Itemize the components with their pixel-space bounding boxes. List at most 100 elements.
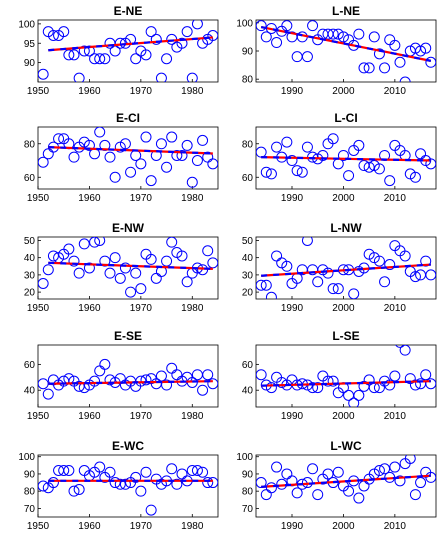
trend-line-dashed (261, 156, 431, 162)
data-point (317, 149, 329, 161)
data-point (394, 475, 406, 487)
panel-title: L-NE (332, 4, 360, 18)
data-layer (256, 237, 436, 299)
data-point (276, 376, 288, 388)
y-tick-label: 30 (24, 270, 36, 281)
data-point (399, 250, 411, 262)
y-tick-label: 80 (242, 75, 254, 86)
plot-frame (37, 454, 219, 518)
data-point (425, 158, 436, 170)
data-point (186, 72, 198, 82)
data-point (145, 253, 157, 265)
data-point (363, 161, 375, 173)
data-point (265, 291, 277, 299)
data-point (155, 138, 167, 150)
data-point (99, 53, 111, 65)
data-point (202, 477, 214, 489)
data-point (291, 165, 303, 177)
x-tick-label: 1970 (130, 411, 153, 422)
data-point (353, 389, 365, 401)
data-point (191, 155, 203, 167)
data-point (202, 245, 214, 257)
x-tick-label: 2000 (332, 86, 355, 97)
y-tick-label: 40 (24, 386, 36, 397)
x-tick-label: 1950 (27, 411, 50, 422)
data-point (191, 465, 203, 476)
y-tick-label: 50 (242, 236, 254, 247)
data-point (119, 262, 131, 274)
data-point (145, 175, 157, 187)
panel-title: E-NW (112, 221, 145, 235)
data-point (409, 489, 421, 501)
data-point (301, 141, 313, 153)
data-point (343, 485, 355, 497)
x-tick-label: 2000 (332, 411, 355, 422)
data-point (176, 250, 188, 262)
data-layer (38, 358, 218, 400)
data-point (399, 345, 411, 356)
data-point (197, 466, 209, 478)
data-point (312, 276, 324, 288)
data-point (58, 465, 70, 476)
data-point (38, 278, 49, 289)
x-tick-label: 1980 (181, 86, 204, 97)
x-tick-label: 1970 (130, 303, 153, 314)
data-point (420, 42, 432, 54)
plot-frame (37, 19, 219, 83)
data-point (256, 369, 267, 381)
x-tick-label: 1980 (181, 193, 204, 204)
trend-line-dashed (261, 474, 431, 488)
data-point (47, 250, 59, 262)
y-tick-label: 100 (18, 19, 35, 30)
x-tick-label: 2010 (384, 303, 407, 314)
plot-frame (37, 344, 219, 408)
data-point (171, 478, 183, 490)
y-tick-label: 80 (24, 487, 36, 498)
data-point (114, 272, 126, 284)
data-point (409, 171, 421, 183)
y-tick-label: 90 (24, 469, 36, 480)
data-point (420, 255, 432, 267)
data-point (389, 39, 401, 51)
data-point (135, 158, 147, 170)
y-tick-label: 100 (236, 452, 253, 463)
panel-e-ne: E-NE 1950 1960 1970 1980 90 95 100 (18, 4, 219, 97)
data-point (73, 267, 85, 279)
data-point (343, 170, 355, 182)
data-point (68, 485, 80, 497)
data-point (94, 461, 106, 473)
data-point (415, 45, 427, 57)
data-point (161, 53, 173, 65)
data-point (379, 276, 391, 288)
x-tick-label: 1960 (78, 86, 101, 97)
data-point (379, 463, 391, 475)
data-layer (38, 237, 218, 298)
data-point (312, 382, 324, 394)
data-point (42, 264, 54, 276)
trend-line-dashed (48, 36, 213, 52)
data-point (155, 72, 167, 82)
panel-title: L-WC (330, 439, 362, 453)
panel-l-ne: L-NE 1990 2000 2010 80 90 100 (236, 4, 437, 97)
data-point (38, 378, 49, 390)
data-point (58, 26, 70, 38)
data-point (389, 461, 401, 473)
y-tick-label: 95 (24, 39, 36, 50)
y-tick-label: 40 (24, 253, 36, 264)
x-tick-label: 1960 (78, 411, 101, 422)
data-point (119, 478, 131, 490)
plot-frame (37, 236, 219, 300)
data-point (265, 482, 277, 494)
data-point (271, 141, 283, 153)
data-point (256, 146, 267, 158)
data-point (337, 149, 349, 161)
data-point (53, 133, 65, 145)
data-layer (256, 455, 436, 504)
data-point (260, 279, 272, 291)
x-tick-label: 2010 (384, 411, 407, 422)
data-point (99, 358, 111, 370)
data-point (83, 139, 95, 151)
y-tick-label: 20 (242, 288, 254, 299)
data-point (256, 279, 267, 291)
x-tick-label: 1950 (27, 521, 50, 532)
